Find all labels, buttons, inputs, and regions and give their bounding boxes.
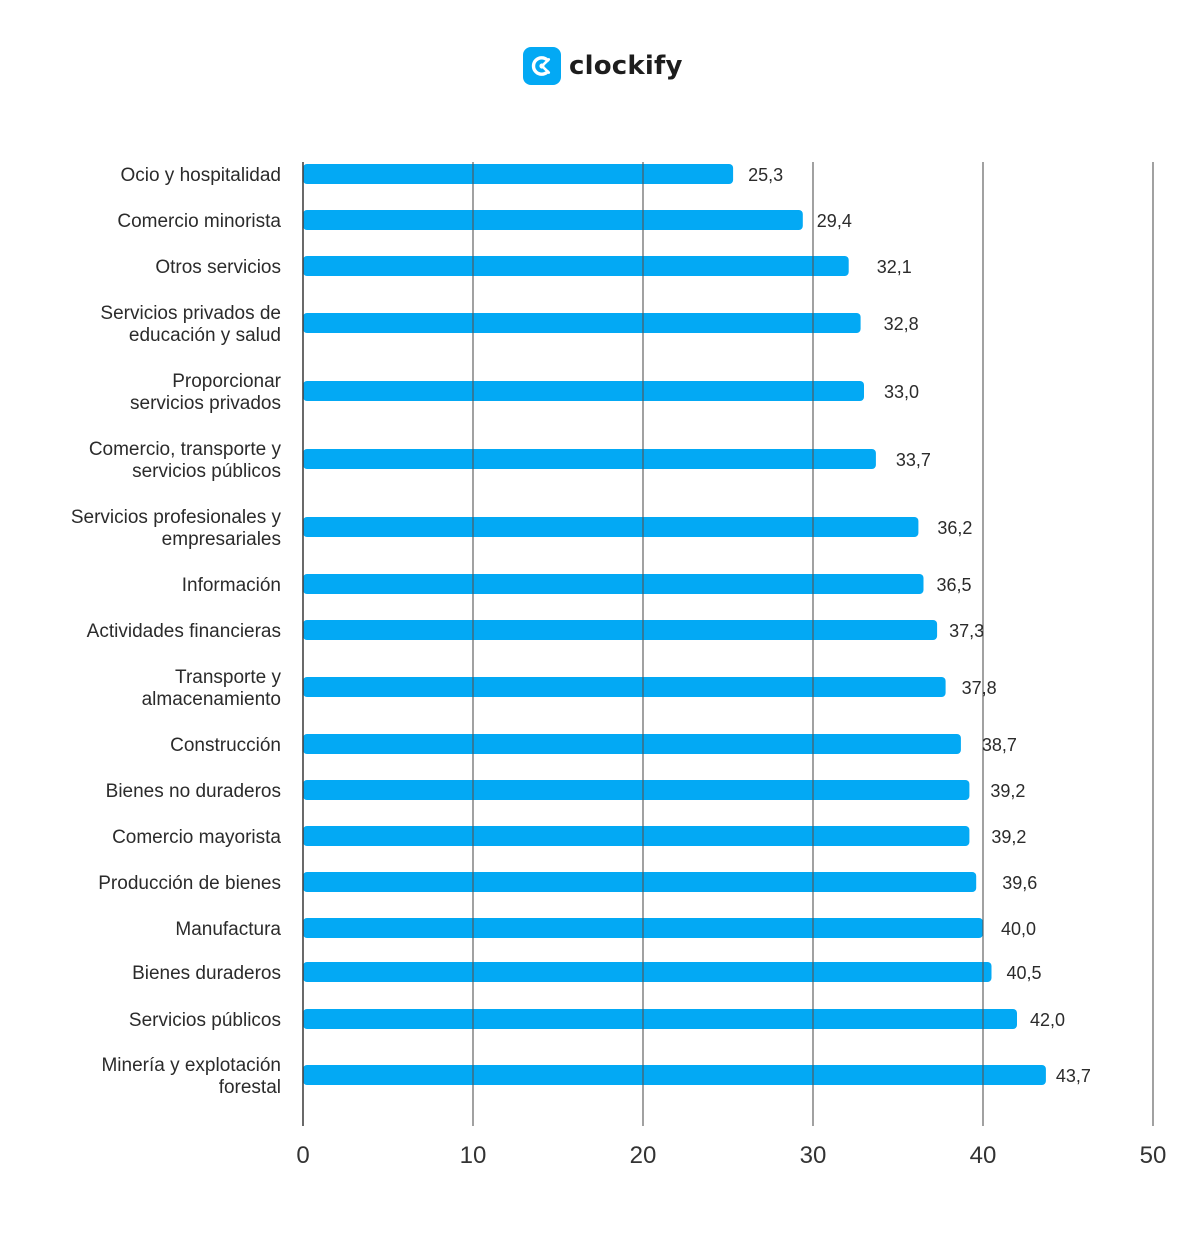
bar-17 <box>303 1065 1046 1085</box>
category-label-15: Bienes duraderos <box>132 963 281 984</box>
category-label-10: Construcción <box>170 735 281 756</box>
bar-9 <box>303 677 946 697</box>
category-label-12: Comercio mayorista <box>112 827 281 848</box>
category-label-17: Minería y explotación forestal <box>101 1055 281 1098</box>
category-label-0: Ocio y hospitalidad <box>120 165 281 186</box>
clockify-logo-text: clockify <box>569 51 683 81</box>
value-label-1: 29,4 <box>817 211 852 231</box>
value-label-5: 33,7 <box>896 450 931 470</box>
value-label-11: 39,2 <box>990 781 1025 801</box>
value-label-13: 39,6 <box>1002 873 1037 893</box>
category-label-6: Servicios profesionales y empresariales <box>71 507 282 550</box>
value-label-9: 37,8 <box>962 678 997 698</box>
value-label-15: 40,5 <box>1007 963 1042 983</box>
value-label-10: 38,7 <box>982 735 1017 755</box>
x-tick-label-20: 20 <box>630 1142 657 1169</box>
value-label-3: 32,8 <box>884 314 919 334</box>
x-tick-label-50: 50 <box>1140 1142 1167 1169</box>
bar-2 <box>303 256 849 276</box>
value-label-2: 32,1 <box>877 257 912 277</box>
value-label-6: 36,2 <box>937 518 972 538</box>
clockify-logo: clockify <box>523 46 683 86</box>
bar-5 <box>303 449 876 469</box>
bar-15 <box>303 962 992 982</box>
category-label-1: Comercio minorista <box>117 211 281 232</box>
value-label-16: 42,0 <box>1030 1010 1065 1030</box>
bar-3 <box>303 313 861 333</box>
bar-12 <box>303 826 970 846</box>
category-label-14: Manufactura <box>175 919 281 940</box>
category-label-5: Comercio, transporte y servicios públicos <box>89 439 282 482</box>
bar-8 <box>303 620 938 640</box>
bar-1 <box>303 210 803 230</box>
category-label-4: Proporcionar servicios privados <box>130 371 282 414</box>
bar-6 <box>303 517 919 537</box>
value-label-12: 39,2 <box>991 827 1026 847</box>
category-label-9: Transporte y almacenamiento <box>142 667 282 710</box>
bar-16 <box>303 1009 1017 1029</box>
x-tick-label-30: 30 <box>800 1142 827 1169</box>
bar-13 <box>303 872 977 892</box>
clockify-logo-icon <box>523 47 561 85</box>
value-label-8: 37,3 <box>949 621 984 641</box>
category-label-2: Otros servicios <box>155 257 281 278</box>
category-label-8: Actividades financieras <box>87 621 281 642</box>
bar-10 <box>303 734 961 754</box>
x-tick-label-40: 40 <box>970 1142 997 1169</box>
category-label-16: Servicios públicos <box>129 1010 281 1031</box>
category-label-7: Información <box>182 575 281 596</box>
x-tick-label-0: 0 <box>296 1142 309 1169</box>
x-tick-label-10: 10 <box>460 1142 487 1169</box>
bar-4 <box>303 381 864 401</box>
value-label-4: 33,0 <box>884 382 919 402</box>
bar-0 <box>303 164 734 184</box>
category-label-3: Servicios privados de educación y salud <box>100 303 281 346</box>
value-label-0: 25,3 <box>748 165 783 185</box>
category-label-13: Producción de bienes <box>98 873 281 894</box>
bar-7 <box>303 574 924 594</box>
value-label-7: 36,5 <box>937 575 972 595</box>
value-label-17: 43,7 <box>1056 1066 1091 1086</box>
category-label-11: Bienes no duraderos <box>106 781 281 802</box>
bar-11 <box>303 780 970 800</box>
value-label-14: 40,0 <box>1001 919 1036 939</box>
